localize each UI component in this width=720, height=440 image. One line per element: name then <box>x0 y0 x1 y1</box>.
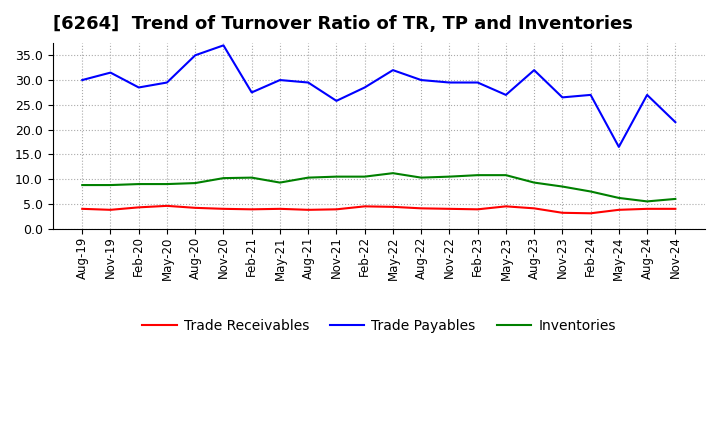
Trade Payables <box>643 92 652 98</box>
Inventories <box>389 171 397 176</box>
Trade Receivables <box>276 206 284 212</box>
Trade Payables <box>615 144 624 150</box>
Trade Payables <box>558 95 567 100</box>
Trade Receivables <box>248 207 256 212</box>
Trade Receivables <box>389 204 397 209</box>
Trade Payables <box>417 77 426 83</box>
Line: Inventories: Inventories <box>82 173 675 202</box>
Line: Trade Receivables: Trade Receivables <box>82 206 675 213</box>
Inventories <box>530 180 539 185</box>
Inventories <box>473 172 482 178</box>
Inventories <box>163 181 171 187</box>
Inventories <box>219 176 228 181</box>
Inventories <box>106 183 114 188</box>
Inventories <box>586 189 595 194</box>
Trade Payables <box>473 80 482 85</box>
Trade Receivables <box>191 205 199 210</box>
Trade Payables <box>671 120 680 125</box>
Inventories <box>360 174 369 179</box>
Trade Payables <box>219 43 228 48</box>
Trade Payables <box>135 85 143 90</box>
Inventories <box>248 175 256 180</box>
Trade Receivables <box>643 206 652 212</box>
Inventories <box>135 181 143 187</box>
Trade Receivables <box>615 207 624 213</box>
Trade Payables <box>502 92 510 98</box>
Trade Payables <box>106 70 114 75</box>
Inventories <box>78 183 86 188</box>
Inventories <box>304 175 312 180</box>
Trade Receivables <box>558 210 567 216</box>
Inventories <box>615 195 624 201</box>
Trade Payables <box>163 80 171 85</box>
Inventories <box>643 199 652 204</box>
Trade Receivables <box>332 207 341 212</box>
Text: [6264]  Trend of Turnover Ratio of TR, TP and Inventories: [6264] Trend of Turnover Ratio of TR, TP… <box>53 15 632 33</box>
Inventories <box>445 174 454 179</box>
Trade Payables <box>530 67 539 73</box>
Inventories <box>276 180 284 185</box>
Legend: Trade Receivables, Trade Payables, Inventories: Trade Receivables, Trade Payables, Inven… <box>136 314 621 339</box>
Trade Receivables <box>530 205 539 211</box>
Inventories <box>558 184 567 189</box>
Trade Receivables <box>473 207 482 212</box>
Trade Payables <box>445 80 454 85</box>
Trade Receivables <box>78 206 86 212</box>
Trade Receivables <box>304 207 312 213</box>
Trade Payables <box>191 53 199 58</box>
Trade Payables <box>304 80 312 85</box>
Trade Receivables <box>502 204 510 209</box>
Trade Receivables <box>106 207 114 213</box>
Trade Receivables <box>445 206 454 212</box>
Inventories <box>417 175 426 180</box>
Trade Payables <box>389 67 397 73</box>
Trade Payables <box>360 85 369 90</box>
Trade Payables <box>276 77 284 83</box>
Trade Receivables <box>163 203 171 209</box>
Inventories <box>191 180 199 186</box>
Trade Payables <box>248 90 256 95</box>
Trade Payables <box>586 92 595 98</box>
Trade Payables <box>78 77 86 83</box>
Trade Receivables <box>417 205 426 211</box>
Trade Receivables <box>360 204 369 209</box>
Trade Receivables <box>586 211 595 216</box>
Trade Receivables <box>135 205 143 210</box>
Trade Payables <box>332 98 341 103</box>
Trade Receivables <box>671 206 680 212</box>
Trade Receivables <box>219 206 228 212</box>
Line: Trade Payables: Trade Payables <box>82 45 675 147</box>
Inventories <box>671 196 680 202</box>
Inventories <box>332 174 341 179</box>
Inventories <box>502 172 510 178</box>
